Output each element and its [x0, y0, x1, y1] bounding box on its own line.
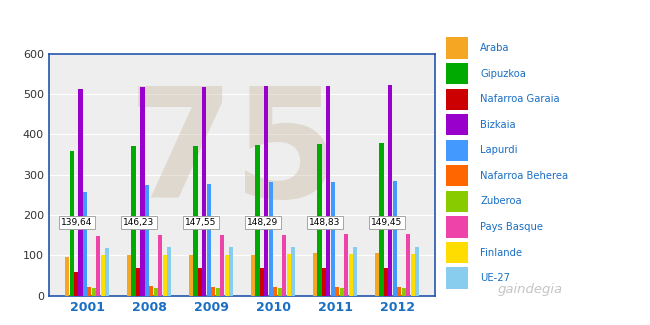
FancyBboxPatch shape [447, 140, 468, 161]
Text: Finlande: Finlande [480, 248, 523, 257]
Bar [83, 192, 87, 296]
FancyBboxPatch shape [447, 191, 468, 212]
Bar [282, 235, 286, 296]
Bar [251, 255, 255, 296]
FancyBboxPatch shape [447, 88, 468, 110]
Bar [348, 254, 353, 296]
Bar [393, 181, 397, 296]
Bar [150, 286, 153, 296]
Bar [211, 287, 215, 296]
Bar [331, 182, 335, 296]
Bar [229, 247, 233, 296]
Bar [313, 254, 317, 296]
Bar [101, 255, 105, 296]
Bar [265, 86, 268, 296]
FancyBboxPatch shape [447, 114, 468, 136]
Bar [380, 143, 383, 296]
Bar [411, 254, 415, 296]
Bar [260, 268, 264, 296]
FancyBboxPatch shape [447, 216, 468, 238]
Text: Lapurdi: Lapurdi [480, 145, 518, 155]
Text: Nafarroa Beherea: Nafarroa Beherea [480, 171, 569, 181]
Bar [79, 89, 83, 296]
Text: 149,45: 149,45 [371, 218, 402, 227]
Bar [136, 268, 140, 296]
Bar [131, 147, 136, 296]
Bar [207, 184, 211, 296]
FancyBboxPatch shape [447, 63, 468, 84]
Bar [87, 287, 92, 296]
Bar [291, 247, 295, 296]
FancyBboxPatch shape [447, 267, 468, 289]
Text: gaindegia: gaindegia [497, 282, 562, 295]
Text: 147,55: 147,55 [185, 218, 216, 227]
Bar [335, 287, 339, 296]
Text: Pays Basque: Pays Basque [480, 222, 543, 232]
Text: 139,64: 139,64 [61, 218, 92, 227]
Bar [198, 268, 202, 296]
Bar [216, 289, 220, 296]
Bar [65, 257, 69, 296]
Bar [326, 86, 330, 296]
Bar [162, 255, 167, 296]
Bar [70, 151, 73, 296]
Bar [220, 235, 224, 296]
Bar [353, 247, 358, 296]
Bar [145, 185, 149, 296]
Bar [167, 247, 172, 296]
Text: UE-27: UE-27 [480, 273, 510, 283]
Bar [344, 234, 348, 296]
Bar [74, 272, 78, 296]
Bar [225, 255, 229, 296]
Text: 75: 75 [128, 81, 341, 230]
Bar [278, 289, 282, 296]
Text: Gipuzkoa: Gipuzkoa [480, 69, 526, 79]
Bar [127, 255, 131, 296]
Text: La densité de population (hab/km2): La densité de population (hab/km2) [8, 14, 369, 33]
Bar [287, 254, 291, 296]
Bar [154, 289, 158, 296]
Bar [158, 235, 162, 296]
Bar [388, 85, 393, 296]
Bar [317, 144, 322, 296]
Text: 148,29: 148,29 [247, 218, 278, 227]
Bar [202, 87, 207, 296]
Bar [273, 287, 278, 296]
Bar [269, 182, 273, 296]
Bar [402, 289, 406, 296]
Text: 148,83: 148,83 [309, 218, 341, 227]
Bar [384, 268, 388, 296]
FancyBboxPatch shape [447, 165, 468, 187]
Bar [140, 87, 144, 296]
Text: Nafarroa Garaia: Nafarroa Garaia [480, 94, 560, 104]
Bar [397, 287, 401, 296]
Bar [255, 145, 259, 296]
Text: 146,23: 146,23 [123, 218, 155, 227]
Bar [189, 255, 193, 296]
Bar [92, 289, 96, 296]
Bar [415, 247, 419, 296]
Text: Zuberoa: Zuberoa [480, 197, 522, 206]
Bar [96, 236, 100, 296]
Bar [194, 147, 198, 296]
Bar [340, 289, 344, 296]
Bar [322, 268, 326, 296]
Bar [375, 254, 379, 296]
Text: Araba: Araba [480, 43, 510, 53]
FancyBboxPatch shape [447, 242, 468, 263]
FancyBboxPatch shape [447, 37, 468, 59]
Text: Bizkaia: Bizkaia [480, 120, 516, 130]
Bar [406, 234, 410, 296]
Bar [105, 248, 109, 296]
